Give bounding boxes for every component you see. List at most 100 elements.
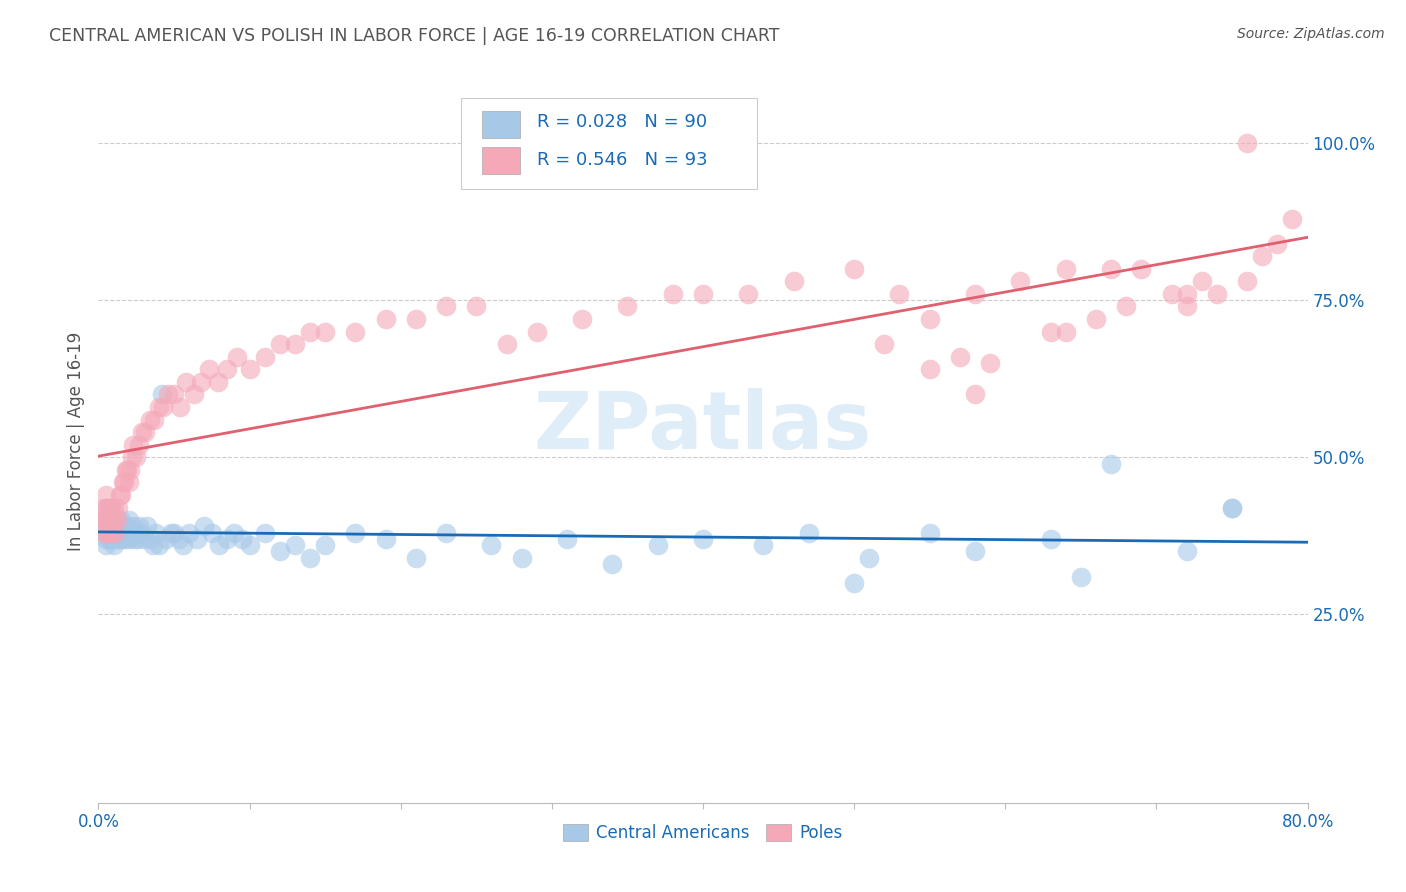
Point <box>239 362 262 376</box>
Point <box>163 387 186 401</box>
Point <box>94 500 117 515</box>
Point <box>1054 325 1077 339</box>
Point <box>118 475 141 490</box>
Point <box>692 286 714 301</box>
Point <box>112 525 135 540</box>
Point <box>284 337 307 351</box>
Point <box>299 550 322 565</box>
Bar <box>482 111 520 138</box>
Point <box>100 513 122 527</box>
Point <box>124 532 146 546</box>
Point <box>104 525 127 540</box>
Point <box>103 500 125 515</box>
Point <box>647 538 669 552</box>
Point <box>111 475 134 490</box>
Text: R = 0.028   N = 90: R = 0.028 N = 90 <box>537 113 707 131</box>
Point <box>571 312 593 326</box>
Point <box>108 488 131 502</box>
Point <box>844 261 866 276</box>
Y-axis label: In Labor Force | Age 16-19: In Labor Force | Age 16-19 <box>66 332 84 551</box>
Point <box>616 300 638 314</box>
Point <box>186 532 208 546</box>
Point <box>94 532 117 546</box>
Point <box>135 519 157 533</box>
Point <box>115 463 138 477</box>
Point <box>125 450 148 465</box>
Point <box>103 513 125 527</box>
Point <box>965 544 987 558</box>
Point <box>105 519 128 533</box>
Point <box>114 532 136 546</box>
Point <box>201 525 224 540</box>
Point <box>495 337 517 351</box>
Point <box>661 286 683 301</box>
Point <box>1160 286 1182 301</box>
Point <box>193 519 215 533</box>
Point <box>1220 500 1243 515</box>
Point <box>118 525 141 540</box>
Point <box>555 532 578 546</box>
Point <box>918 525 941 540</box>
FancyBboxPatch shape <box>461 98 758 189</box>
Point <box>128 519 150 533</box>
Point <box>602 557 624 571</box>
Point <box>889 286 911 301</box>
Point <box>979 356 1001 370</box>
Point <box>148 538 170 552</box>
Point <box>93 513 115 527</box>
Point <box>100 513 122 527</box>
Point <box>344 325 367 339</box>
Point <box>1099 261 1122 276</box>
Point <box>526 325 548 339</box>
Point <box>111 519 134 533</box>
Point <box>344 525 367 540</box>
Point <box>107 513 129 527</box>
Point <box>949 350 972 364</box>
Legend: Central Americans, Poles: Central Americans, Poles <box>557 817 849 848</box>
Point <box>215 362 238 376</box>
Point <box>314 325 336 339</box>
Point <box>1206 286 1229 301</box>
Point <box>207 375 229 389</box>
Point <box>93 500 115 515</box>
Point <box>918 312 941 326</box>
Point <box>93 525 115 540</box>
Point <box>167 532 190 546</box>
Point <box>96 525 118 540</box>
Point <box>752 538 775 552</box>
Point <box>101 525 124 540</box>
Point <box>139 412 162 426</box>
Point <box>101 525 124 540</box>
Point <box>128 438 150 452</box>
Point <box>143 412 166 426</box>
Point <box>1099 457 1122 471</box>
Point <box>110 513 132 527</box>
Point <box>105 513 128 527</box>
Point <box>94 513 117 527</box>
Point <box>1085 312 1108 326</box>
Point <box>374 312 396 326</box>
Point <box>98 519 121 533</box>
Point <box>111 532 134 546</box>
Point <box>100 500 122 515</box>
Point <box>1175 300 1198 314</box>
Point <box>190 375 212 389</box>
Point <box>131 425 153 439</box>
Point <box>103 513 125 527</box>
Point <box>1070 569 1092 583</box>
Point <box>299 325 322 339</box>
Point <box>100 500 122 515</box>
Point <box>172 538 194 552</box>
Point <box>215 532 238 546</box>
Point <box>107 500 129 515</box>
Point <box>134 425 156 439</box>
Point <box>224 525 246 540</box>
Point <box>858 550 880 565</box>
Point <box>918 362 941 376</box>
Point <box>284 538 307 552</box>
Point <box>118 513 141 527</box>
Point <box>115 519 138 533</box>
Point <box>965 286 987 301</box>
Point <box>94 525 117 540</box>
Text: ZPatlas: ZPatlas <box>534 388 872 467</box>
